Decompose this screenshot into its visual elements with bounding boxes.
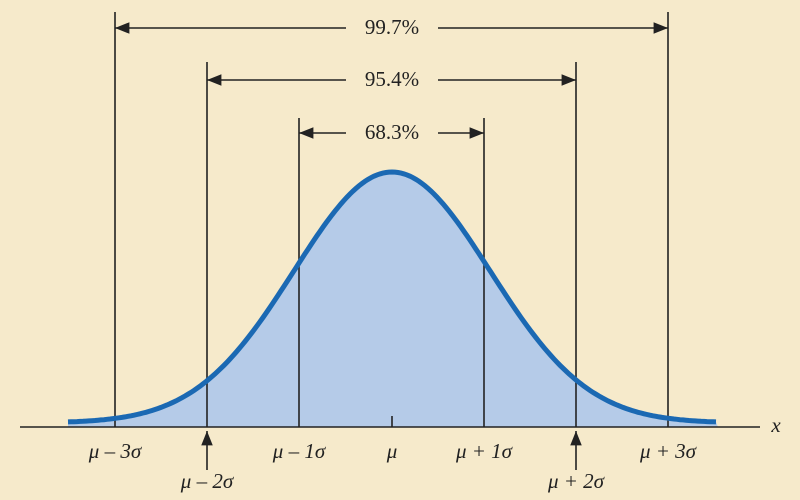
label-bg (346, 14, 438, 42)
axis-variable: x (770, 413, 781, 437)
axis-label: μ + 2σ (547, 469, 606, 493)
axis-label: μ + 3σ (639, 439, 698, 463)
vertical-lines (114, 12, 669, 427)
axis-label: μ + 1σ (455, 439, 514, 463)
axis-label: μ – 3σ (88, 439, 143, 463)
bracket-label: 95.4% (365, 67, 419, 91)
bracket-label: 68.3% (365, 120, 419, 144)
axis-label: μ – 1σ (272, 439, 327, 463)
label-bg (346, 119, 438, 147)
axis-label: μ (386, 439, 398, 463)
label-bg (346, 66, 438, 94)
normal-curve (67, 169, 717, 425)
axis-label: μ – 2σ (180, 469, 235, 493)
bracket-label: 99.7% (365, 15, 419, 39)
